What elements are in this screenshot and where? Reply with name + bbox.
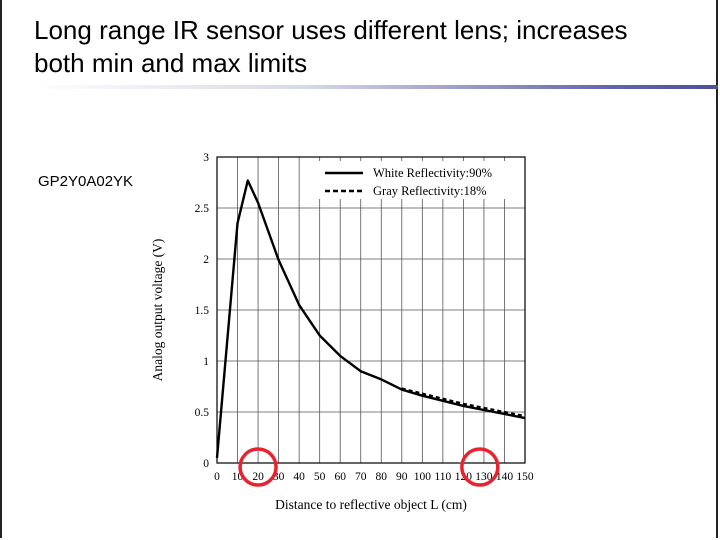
legend-label: White Reflectivity:90% [373,166,492,180]
x-tick-label: 60 [334,471,346,483]
min-range-highlight-circle [238,447,278,487]
x-tick-label: 50 [314,471,326,483]
x-tick-label: 100 [414,471,432,483]
y-tick-label: 2.5 [195,203,210,215]
title-divider [30,85,718,89]
y-tick-label: 2 [203,254,209,266]
axis-layer: 0 10 20 30 40 50 60 70 80 90 100 110 120 130 140 15000.… [150,152,534,512]
max-range-highlight-circle [460,447,500,487]
x-tick-label: 140 [496,471,514,483]
y-tick-label: 3 [203,152,209,164]
x-tick-label: 90 [396,471,408,483]
x-tick-label: 110 [434,471,451,483]
x-tick-label: 30 [273,471,285,483]
series-line-gray-reflectivity [401,387,526,418]
x-tick-label: 130 [475,471,493,483]
y-tick-label: 1.5 [195,305,210,317]
legend-label: Gray Reflectivity:18% [373,184,487,198]
x-tick-label: 70 [355,471,367,483]
legend-layer: White Reflectivity:90% Gray Reflectivity:… [317,161,521,199]
x-axis-label: Distance to reflective object L (cm) [275,497,467,512]
annotation-layer [238,447,500,487]
series-layer [215,179,526,459]
grid-layer [216,156,526,464]
x-tick-label: 20 [252,471,264,483]
plot-frame [216,156,526,464]
slide-title: Long range IR sensor uses different lens… [34,15,628,78]
y-axis-label: Analog output voltage (V) [150,239,165,382]
x-tick-label: 10 [232,471,244,483]
y-tick-label: 0 [203,458,209,470]
x-tick-label: 150 [516,471,534,483]
y-tick-label: 0.5 [195,407,210,419]
series-line-white-reflectivity [215,179,526,459]
legend-box [317,161,521,199]
x-tick-label: 80 [376,471,388,483]
x-tick-label: 40 [293,471,305,483]
y-tick-label: 1 [203,356,209,368]
voltage-distance-chart: 0 10 20 30 40 50 60 70 80 90 100 110 120 130 140 15000.… [150,152,534,512]
sensor-model-label: GP2Y0A02YK [38,173,134,190]
x-tick-label: 0 [214,471,220,483]
